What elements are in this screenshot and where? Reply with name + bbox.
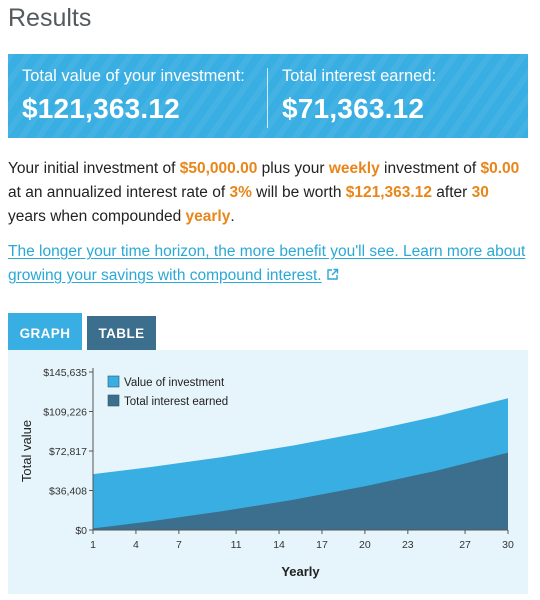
page-title: Results <box>8 4 92 32</box>
summary-text-8: . <box>230 208 235 225</box>
summary-text-3: investment of <box>379 160 481 177</box>
tab-table[interactable]: TABLE <box>87 316 156 350</box>
x-tick-label: 30 <box>502 539 514 551</box>
banner-divider <box>267 68 268 128</box>
summary-text: Your initial investment of $50,000.00 pl… <box>8 157 530 229</box>
x-axis-title: Yearly <box>281 564 320 579</box>
legend-label-total-interest-earned: Total interest earned <box>124 396 228 408</box>
final-value: $121,363.12 <box>345 184 432 201</box>
x-tick-label: 14 <box>273 539 285 551</box>
chart-panel: $0 $36,408 $72,817 $109,226 $145,635 1 4 7 11 14 1… <box>8 350 528 594</box>
legend-swatch-value-of-investment <box>107 375 120 388</box>
x-tick-label: 17 <box>316 539 328 551</box>
external-link-icon[interactable] <box>326 265 339 289</box>
total-value-amount: $121,363.12 <box>22 93 180 124</box>
x-tick-label: 11 <box>231 539 242 551</box>
summary-text-5: will be worth <box>251 184 346 201</box>
results-banner: Total value of your investment: $121,363… <box>8 54 528 138</box>
x-tick-label: 27 <box>459 539 471 551</box>
summary-text-2: plus your <box>257 160 329 177</box>
y-tick-label: $72,817 <box>49 446 87 458</box>
compounding-frequency: yearly <box>185 208 231 225</box>
compound-interest-link-text[interactable]: The longer your time horizon, the more b… <box>8 243 526 284</box>
tab-graph-label[interactable]: GRAPH <box>8 317 82 350</box>
legend-label-value-of-investment: Value of investment <box>124 377 225 389</box>
series-area-total-interest-earned <box>93 452 508 530</box>
interest-rate: 3% <box>229 184 252 201</box>
summary-text-7: years when compounded <box>8 208 186 225</box>
interest-amount: $71,363.12 <box>282 93 425 124</box>
y-tick-label: $0 <box>75 525 87 537</box>
interest-block: Total interest earned: $71,363.12 <box>282 66 436 126</box>
x-tick-label: 23 <box>402 539 414 551</box>
y-tick-label: $145,635 <box>43 367 87 379</box>
x-tick-label: 4 <box>133 539 139 551</box>
years-value: 30 <box>471 184 489 201</box>
contribution-frequency: weekly <box>328 160 380 177</box>
interest-label: Total interest earned: <box>282 67 437 85</box>
summary-text-1: Your initial investment of <box>8 160 180 177</box>
y-tick-label: $36,408 <box>49 486 87 498</box>
contribution-amount: $0.00 <box>480 160 520 177</box>
total-value-label: Total value of your investment: <box>22 67 245 85</box>
summary-text-6: after <box>431 184 472 201</box>
x-tick-label: 7 <box>176 539 182 551</box>
initial-investment: $50,000.00 <box>179 160 258 177</box>
legend-swatch-total-interest-earned <box>107 394 120 407</box>
total-value-block: Total value of your investment: $121,363… <box>22 66 245 126</box>
compound-interest-link[interactable]: The longer your time horizon, the more b… <box>8 240 528 289</box>
summary-text-4: at an annualized interest rate of <box>8 184 230 201</box>
tab-graph[interactable]: GRAPH <box>8 313 82 350</box>
y-tick-label: $109,226 <box>43 407 87 419</box>
x-tick-label: 20 <box>359 539 371 551</box>
y-axis-title: Total value <box>19 420 34 482</box>
x-tick-label: 1 <box>90 539 96 551</box>
